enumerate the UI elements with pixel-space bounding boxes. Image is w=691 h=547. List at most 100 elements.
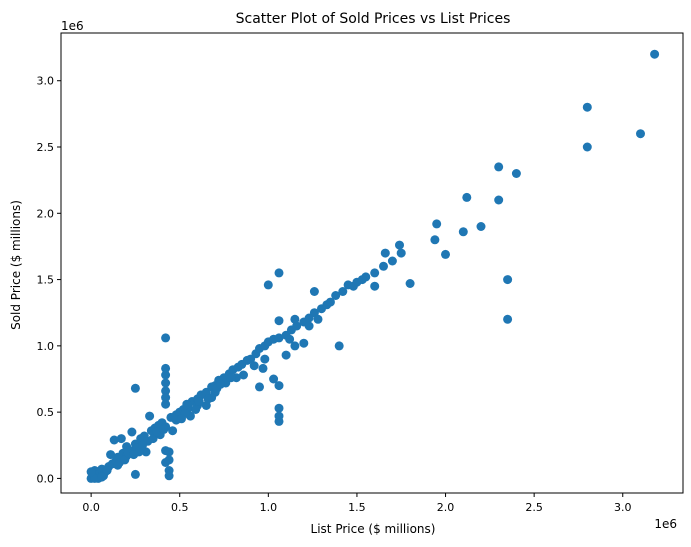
data-point: [274, 316, 284, 326]
x-tick-label: 1.5: [348, 501, 366, 514]
data-point: [255, 382, 264, 392]
data-point: [109, 435, 119, 445]
data-point: [249, 361, 259, 371]
y-tick-label: 2.5: [37, 141, 55, 154]
data-point: [299, 338, 309, 348]
data-point: [138, 440, 147, 450]
data-point: [582, 142, 592, 152]
data-point: [161, 378, 171, 388]
data-point: [148, 434, 158, 444]
data-point: [441, 249, 450, 259]
data-point: [511, 169, 521, 178]
data-point: [462, 192, 472, 202]
data-point: [430, 235, 440, 245]
data-point: [379, 261, 388, 271]
y-tick-label: 1.0: [37, 340, 55, 353]
data-point: [141, 447, 151, 457]
data-point: [274, 333, 284, 343]
data-point: [395, 240, 404, 250]
data-point: [348, 281, 358, 291]
x-ticks: 0.0 0.5 1.0 1.5 2.0 2.5 3.0: [82, 493, 631, 514]
data-point: [274, 416, 284, 426]
data-point: [325, 297, 335, 307]
data-point: [285, 334, 295, 344]
data-point: [164, 447, 174, 457]
data-point: [503, 275, 513, 285]
x-offset-label: 1e6: [654, 517, 677, 531]
plot-area-frame: [60, 32, 684, 494]
data-point: [177, 414, 186, 424]
data-point: [182, 399, 192, 409]
data-point: [145, 411, 155, 421]
data-point: [127, 427, 137, 437]
data-point: [338, 287, 348, 296]
x-tick-label: 0.0: [82, 501, 100, 514]
data-point: [106, 450, 116, 460]
data-point: [120, 455, 130, 465]
data-point: [90, 473, 100, 483]
data-point: [161, 370, 171, 380]
data-point: [130, 383, 140, 393]
data-point: [130, 469, 140, 479]
data-point: [260, 354, 270, 364]
data-point: [116, 434, 126, 444]
y-tick-label: 3.0: [37, 75, 55, 88]
data-point: [86, 467, 96, 477]
data-point: [274, 381, 284, 391]
data-point: [331, 291, 341, 300]
data-point: [102, 466, 112, 475]
data-point: [503, 314, 513, 324]
y-ticks: 0.0 0.5 1.0 1.5 2.0 2.5 3.0: [37, 75, 61, 485]
data-point: [129, 450, 139, 460]
data-point: [161, 399, 171, 409]
data-point: [168, 426, 178, 436]
data-point: [380, 248, 390, 258]
data-point: [281, 350, 291, 360]
data-point: [387, 256, 397, 266]
data-point: [216, 379, 225, 389]
data-point: [164, 471, 174, 481]
data-point: [161, 386, 171, 396]
data-point: [159, 424, 169, 434]
y-offset-label: 1e6: [61, 19, 84, 33]
data-point: [274, 403, 284, 413]
data-point: [370, 268, 380, 278]
data-point: [161, 393, 171, 403]
chart-title: Scatter Plot of Sold Prices vs List Pric…: [236, 11, 511, 27]
data-point: [239, 370, 248, 380]
data-point: [269, 374, 279, 384]
y-tick-label: 1.5: [37, 274, 55, 287]
data-point: [334, 341, 344, 351]
data-points: [86, 49, 660, 483]
data-point: [161, 333, 171, 343]
data-point: [191, 405, 201, 414]
data-point: [226, 373, 236, 383]
y-tick-label: 0.5: [37, 406, 55, 419]
data-point: [274, 268, 284, 278]
y-axis-label: Sold Price ($ millions): [9, 200, 23, 330]
data-point: [432, 219, 442, 229]
data-point: [405, 279, 415, 288]
data-point: [494, 162, 504, 172]
data-point: [494, 195, 504, 205]
data-point: [313, 314, 323, 324]
data-point: [357, 275, 367, 285]
data-point: [152, 427, 162, 437]
data-point: [290, 314, 300, 324]
data-point: [636, 129, 645, 139]
data-point: [650, 49, 660, 59]
data-point: [164, 455, 174, 465]
data-point: [97, 472, 107, 482]
data-point: [309, 287, 319, 296]
data-point: [161, 363, 171, 373]
data-point: [476, 222, 486, 231]
x-tick-label: 0.5: [171, 501, 189, 514]
data-point: [290, 341, 300, 351]
x-tick-label: 3.0: [614, 501, 632, 514]
data-point: [582, 102, 592, 112]
data-point: [304, 321, 314, 331]
data-point: [396, 248, 406, 258]
data-point: [203, 394, 213, 404]
data-point: [263, 280, 273, 290]
